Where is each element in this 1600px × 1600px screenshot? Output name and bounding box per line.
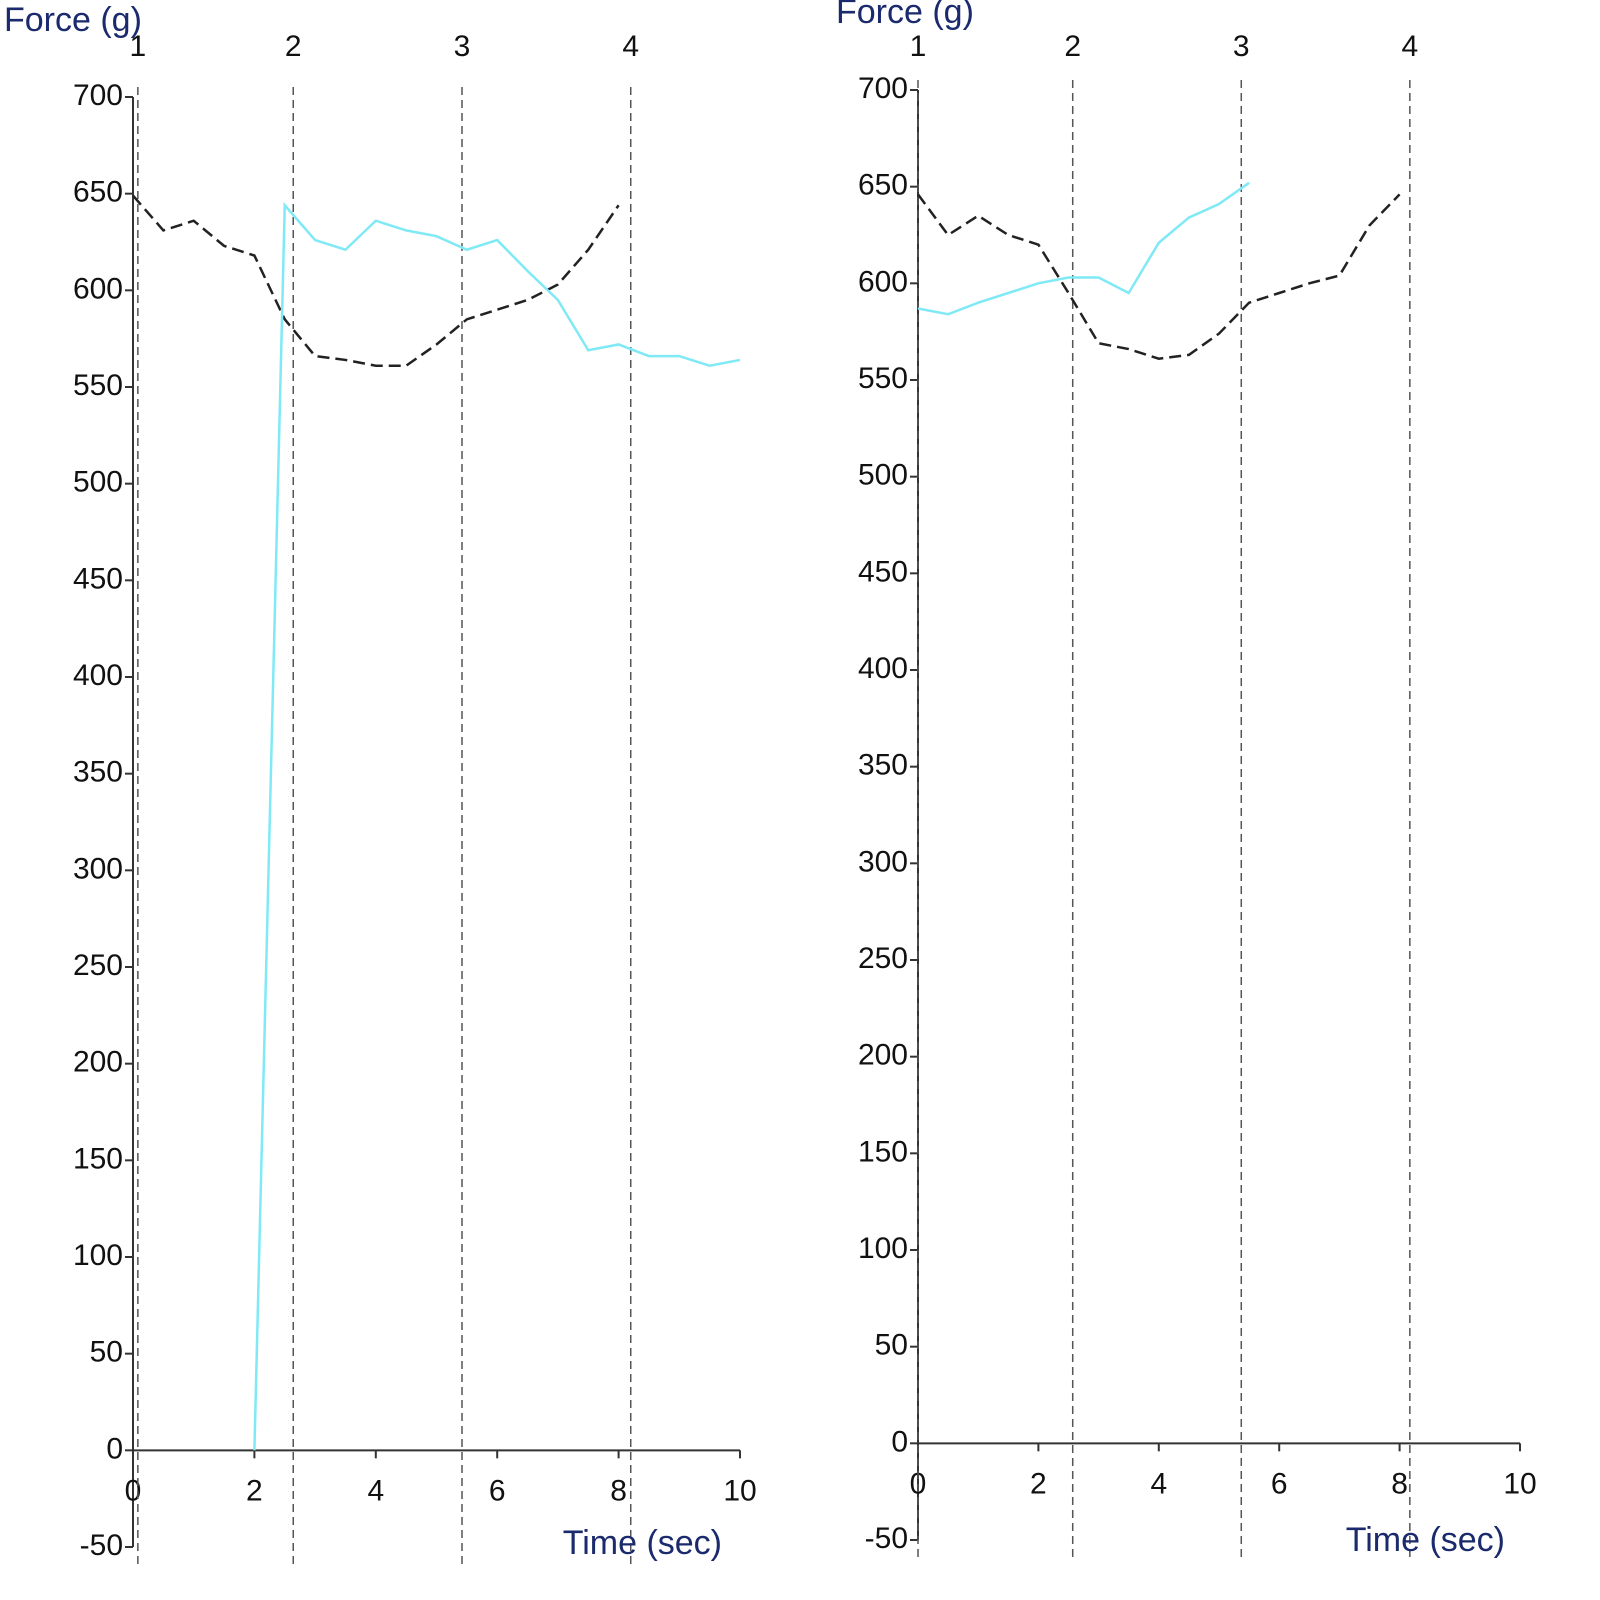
x-tick-label: 6 — [489, 1474, 506, 1507]
y-tick-label: 250 — [73, 949, 123, 982]
y-tick-label: 600 — [73, 272, 123, 305]
y-tick-label: 250 — [858, 942, 908, 975]
x-tick-label: 10 — [723, 1474, 756, 1507]
y-tick-label: 150 — [858, 1135, 908, 1168]
y-tick-label: -50 — [80, 1529, 123, 1562]
y-axis-title: Force (g) — [836, 0, 974, 31]
y-tick-label: 550 — [858, 362, 908, 395]
series-line — [253, 202, 741, 1451]
y-tick-label: 600 — [858, 265, 908, 298]
y-tick-label: 450 — [73, 562, 123, 595]
x-tick-label: 4 — [1150, 1467, 1167, 1500]
x-axis-title: Time (sec) — [563, 1524, 722, 1562]
x-tick-label: 2 — [1030, 1467, 1047, 1500]
y-tick-label: 200 — [858, 1039, 908, 1072]
x-tick-label: 10 — [1503, 1467, 1536, 1500]
y-tick-label: -50 — [865, 1522, 908, 1555]
event-marker-label: 1 — [910, 30, 927, 63]
event-marker-label: 3 — [1233, 30, 1250, 63]
y-tick-label: 350 — [858, 749, 908, 782]
y-tick-label: 500 — [73, 466, 123, 499]
y-tick-label: 400 — [73, 659, 123, 692]
y-tick-label: 100 — [73, 1239, 123, 1272]
x-tick-label: 0 — [125, 1474, 142, 1507]
x-tick-label: 8 — [1391, 1467, 1408, 1500]
y-tick-label: 400 — [858, 652, 908, 685]
y-tick-label: 0 — [891, 1425, 908, 1458]
y-tick-label: 700 — [858, 72, 908, 105]
y-tick-label: 300 — [73, 852, 123, 885]
y-tick-label: 100 — [858, 1232, 908, 1265]
y-tick-label: 50 — [875, 1329, 908, 1362]
x-tick-label: 2 — [246, 1474, 263, 1507]
y-tick-label: 150 — [73, 1142, 123, 1175]
y-tick-label: 0 — [106, 1432, 123, 1465]
event-marker-label: 2 — [1064, 30, 1081, 63]
y-axis-title: Force (g) — [4, 1, 142, 39]
x-axis-title: Time (sec) — [1346, 1521, 1505, 1559]
series-line — [916, 193, 1401, 361]
y-tick-label: 550 — [73, 369, 123, 402]
y-tick-label: 450 — [858, 555, 908, 588]
event-marker-label: 3 — [454, 30, 471, 63]
y-tick-label: 300 — [858, 845, 908, 878]
series-line — [917, 181, 1250, 316]
event-marker-label: 4 — [1401, 30, 1418, 63]
y-tick-label: 650 — [858, 169, 908, 202]
y-tick-label: 50 — [90, 1336, 123, 1369]
x-tick-label: 0 — [910, 1467, 927, 1500]
event-marker-label: 2 — [285, 30, 302, 63]
series-line — [132, 194, 620, 367]
x-tick-label: 4 — [367, 1474, 384, 1507]
x-tick-label: 6 — [1271, 1467, 1288, 1500]
y-tick-label: 500 — [858, 459, 908, 492]
y-tick-label: 350 — [73, 756, 123, 789]
event-marker-label: 1 — [130, 30, 147, 63]
y-tick-label: 200 — [73, 1046, 123, 1079]
event-marker-label: 4 — [622, 30, 639, 63]
y-tick-label: 700 — [73, 79, 123, 112]
y-tick-label: 650 — [73, 176, 123, 209]
x-tick-label: 8 — [610, 1474, 627, 1507]
